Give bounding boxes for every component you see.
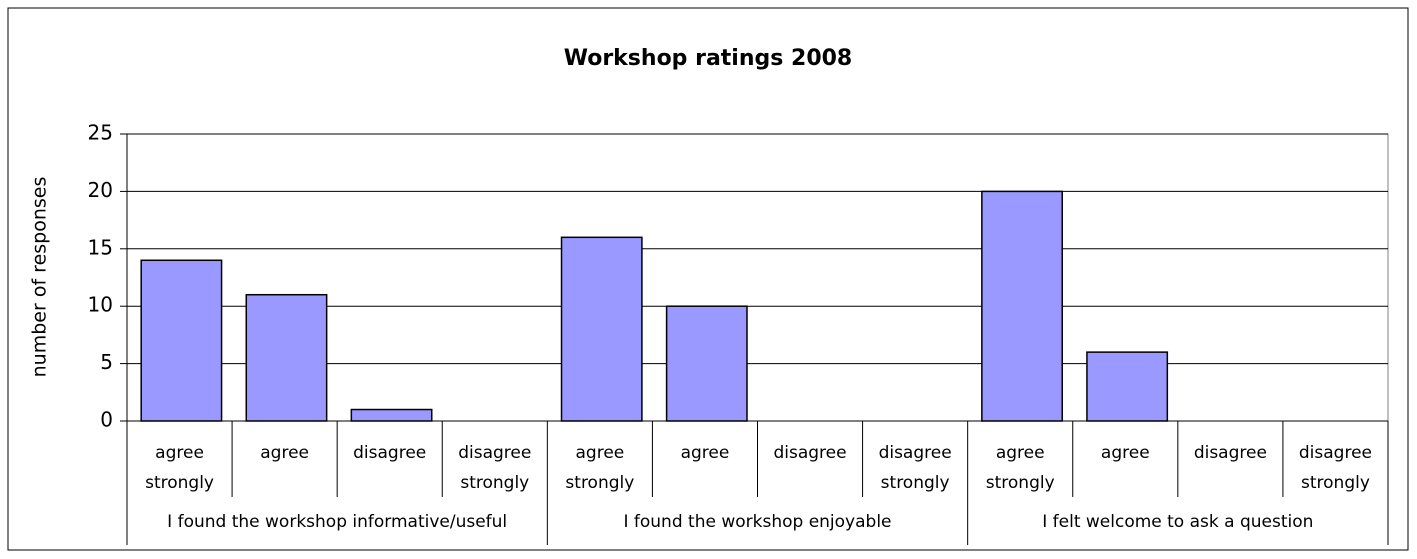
y-tick-label: 5 bbox=[100, 350, 113, 374]
x-tick-label: agree bbox=[1101, 443, 1150, 463]
bar bbox=[1086, 351, 1169, 422]
y-tick-label: 0 bbox=[100, 408, 113, 432]
x-tick-label: disagree bbox=[1194, 443, 1267, 463]
y-tick-label: 10 bbox=[88, 293, 113, 317]
bar bbox=[560, 236, 643, 422]
group-label: I found the workshop enjoyable bbox=[623, 512, 891, 532]
y-axis-label: number of responses bbox=[29, 177, 51, 378]
x-tick-label: agree strongly bbox=[565, 443, 634, 493]
bar bbox=[350, 408, 433, 422]
x-tick-label: agree bbox=[260, 443, 309, 463]
plot-area bbox=[126, 133, 1389, 422]
bar bbox=[140, 259, 223, 422]
group-label: I felt welcome to ask a question bbox=[1042, 512, 1313, 532]
bar bbox=[981, 190, 1063, 422]
group-label: I found the workshop informative/useful bbox=[167, 512, 507, 532]
x-tick-label: agree strongly bbox=[145, 443, 214, 493]
chart-title: Workshop ratings 2008 bbox=[564, 46, 853, 71]
x-tick-label: disagree bbox=[353, 443, 426, 463]
x-tick-label: disagree strongly bbox=[1299, 443, 1372, 493]
y-tick-label: 25 bbox=[88, 121, 113, 145]
x-tick-label: disagree strongly bbox=[458, 443, 531, 493]
x-tick-label: agree bbox=[681, 443, 730, 463]
x-tick-label: disagree bbox=[773, 443, 846, 463]
bar bbox=[665, 305, 748, 422]
y-tick-label: 15 bbox=[88, 235, 113, 259]
x-tick-label: agree strongly bbox=[986, 443, 1055, 493]
x-tick-label: disagree strongly bbox=[879, 443, 952, 493]
y-tick-label: 20 bbox=[88, 178, 113, 202]
bar bbox=[245, 293, 328, 422]
